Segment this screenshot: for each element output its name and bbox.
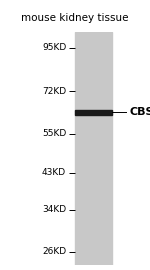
Bar <box>75 32 112 265</box>
Bar <box>75 110 112 115</box>
Text: 26KD: 26KD <box>42 247 66 256</box>
Text: mouse kidney tissue: mouse kidney tissue <box>21 13 129 23</box>
Text: CBS: CBS <box>129 107 150 117</box>
Text: 55KD: 55KD <box>42 129 66 138</box>
Text: 72KD: 72KD <box>42 87 66 96</box>
Text: 43KD: 43KD <box>42 168 66 177</box>
Text: 34KD: 34KD <box>42 205 66 214</box>
Text: 95KD: 95KD <box>42 43 66 52</box>
